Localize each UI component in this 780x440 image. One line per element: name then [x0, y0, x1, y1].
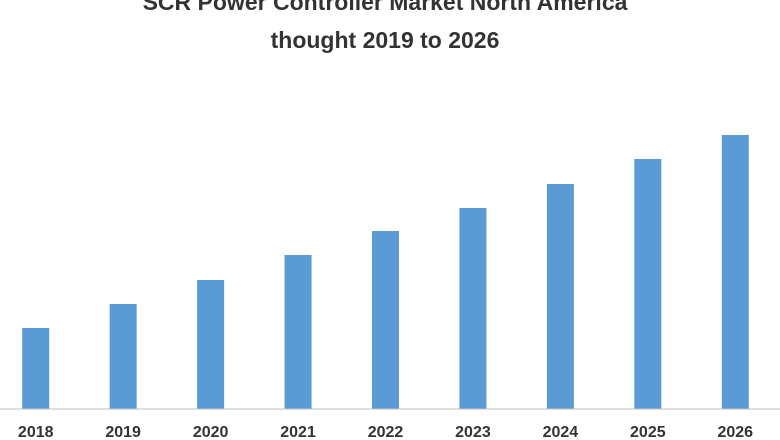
bar [546, 184, 574, 409]
chart-title: thought 2019 to 2026 [271, 27, 500, 53]
x-tick-label: 2020 [193, 424, 229, 440]
bar [721, 135, 749, 409]
bar [109, 304, 137, 409]
bar [284, 255, 312, 409]
x-tick-label: 2026 [717, 424, 753, 440]
x-tick-label: 2024 [543, 424, 579, 440]
x-tick-label: 2021 [280, 424, 316, 440]
bar [22, 328, 50, 409]
bar [197, 280, 225, 409]
bar [372, 231, 399, 409]
chart-title: SCR Power Controller Market North Americ… [143, 0, 628, 15]
x-tick-label: 2018 [18, 424, 54, 440]
x-tick-label: 2022 [368, 424, 404, 440]
x-tick-label: 2019 [105, 424, 141, 440]
bar [459, 208, 487, 409]
x-tick-label: 2025 [630, 424, 666, 440]
x-tick-label: 2023 [455, 424, 491, 440]
bar [634, 159, 662, 409]
